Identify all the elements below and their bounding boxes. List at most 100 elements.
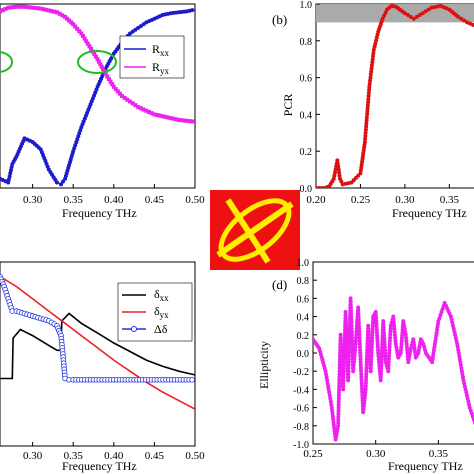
series-marker bbox=[85, 41, 90, 46]
series-marker bbox=[155, 113, 160, 118]
panel-d-ticks: 0.25 0.30 0.35 -1.0 -0.8 -0.6 -0.4 -0.2 0.0 0.2 0.… bbox=[293, 258, 448, 460]
series-marker bbox=[141, 107, 146, 112]
panel-c-legend: δxx δyx Δδ bbox=[117, 282, 193, 342]
series-marker bbox=[163, 114, 168, 119]
series-marker bbox=[30, 5, 35, 10]
y-tick-label: -0.2 bbox=[293, 367, 309, 378]
series-marker bbox=[141, 22, 146, 27]
series-marker bbox=[77, 29, 82, 34]
panel-b-series bbox=[316, 4, 474, 188]
panel-d-series bbox=[313, 296, 474, 442]
x-tick-label: 0.35 bbox=[429, 448, 449, 460]
series-marker bbox=[383, 10, 388, 15]
highlight-ellipse-left bbox=[0, 51, 13, 73]
series-marker bbox=[459, 16, 464, 21]
series-marker bbox=[182, 118, 187, 123]
y-tick-label: -0.6 bbox=[293, 404, 309, 415]
legend-label-ryx: Ryx bbox=[152, 60, 170, 76]
series-marker bbox=[187, 119, 192, 124]
series-marker bbox=[179, 118, 184, 123]
panel-a-xlabel: Frequency THz bbox=[62, 206, 137, 220]
series-marker bbox=[117, 91, 122, 96]
panel-b-ticks: 0.20 0.25 0.30 0.35 0.0 0.2 0.4 0.6 0.8 1.0 bbox=[300, 0, 460, 206]
x-tick-label: 0.40 bbox=[104, 450, 124, 462]
series-marker bbox=[128, 99, 133, 104]
x-tick-label: 0.50 bbox=[185, 194, 205, 206]
series-marker bbox=[41, 7, 46, 12]
series-marker bbox=[122, 95, 127, 100]
series-marker bbox=[115, 89, 120, 94]
series-marker bbox=[130, 101, 135, 106]
x-tick-label: 0.45 bbox=[145, 450, 165, 462]
panel-a-ticks: 0.30 0.35 0.40 0.45 0.50 bbox=[23, 184, 205, 206]
y-tick-label: 1.0 bbox=[300, 0, 313, 11]
series-marker bbox=[75, 26, 80, 31]
x-tick-label: 0.30 bbox=[23, 450, 43, 462]
series-group bbox=[313, 296, 474, 442]
series-marker bbox=[411, 16, 416, 21]
series-marker bbox=[136, 25, 141, 30]
series-marker bbox=[157, 113, 162, 118]
series-marker bbox=[99, 64, 104, 69]
series-marker bbox=[54, 10, 59, 15]
series-marker bbox=[71, 22, 76, 27]
series-marker bbox=[36, 6, 41, 11]
x-tick-label: 0.50 bbox=[185, 450, 205, 462]
series-marker bbox=[190, 8, 195, 13]
series-marker bbox=[80, 34, 85, 39]
series-marker bbox=[63, 14, 68, 19]
panel-d-ylabel: Ellipticity bbox=[257, 341, 271, 389]
legend-label-dxx: δxx bbox=[154, 287, 169, 303]
series-marker bbox=[405, 13, 410, 18]
y-tick-label: 0.0 bbox=[300, 184, 313, 195]
series-marker bbox=[119, 94, 124, 98]
series-marker bbox=[402, 11, 407, 16]
series-marker bbox=[103, 71, 108, 76]
series-marker bbox=[165, 115, 170, 120]
series-marker bbox=[100, 67, 105, 72]
panel-b-ylabel: PCR bbox=[281, 94, 295, 117]
series-marker bbox=[168, 116, 173, 121]
series-marker bbox=[149, 111, 154, 116]
panel-c-series bbox=[0, 272, 195, 410]
legend-label-rxx: Rxx bbox=[152, 42, 170, 58]
series-marker bbox=[22, 4, 27, 9]
series-marker bbox=[462, 18, 467, 23]
series-marker bbox=[92, 52, 97, 57]
y-tick-label: 0.4 bbox=[300, 110, 313, 121]
panel-b-label: (b) bbox=[272, 12, 287, 27]
series-marker bbox=[111, 84, 116, 89]
series-marker bbox=[332, 173, 337, 178]
panel-d-xlabel: Frequency THz bbox=[388, 459, 463, 473]
series-marker bbox=[426, 7, 431, 12]
series-marker bbox=[6, 5, 11, 10]
series-marker bbox=[160, 114, 165, 119]
series-marker bbox=[130, 29, 135, 34]
series-marker bbox=[456, 14, 461, 19]
series-marker bbox=[84, 39, 89, 44]
legend-label-delta: Δδ bbox=[154, 322, 168, 336]
series-marker bbox=[353, 175, 358, 180]
panel-b-xlabel: Frequency THz bbox=[392, 206, 467, 220]
series-marker bbox=[52, 9, 57, 14]
series-marker bbox=[349, 180, 354, 185]
series-marker bbox=[113, 87, 118, 92]
series-marker bbox=[73, 24, 78, 29]
series-marker bbox=[8, 5, 13, 10]
y-tick-label: 0.2 bbox=[297, 331, 310, 342]
x-tick-label: 0.25 bbox=[303, 448, 323, 460]
panel-a: 0.30 0.35 0.40 0.45 0.50 Rxx Ryx Frequency T… bbox=[0, 3, 205, 220]
series-marker bbox=[11, 5, 16, 10]
panel-b-frame bbox=[315, 3, 474, 189]
series-marker bbox=[60, 13, 65, 18]
unit-cell-bar-2 bbox=[216, 201, 294, 258]
panel-a-frame bbox=[0, 3, 196, 189]
series-marker bbox=[69, 20, 74, 25]
series-marker bbox=[89, 46, 94, 51]
series-marker bbox=[46, 8, 51, 13]
series-marker bbox=[105, 74, 110, 79]
series-marker bbox=[176, 117, 181, 122]
series-marker bbox=[380, 16, 385, 21]
series-marker bbox=[17, 4, 22, 9]
